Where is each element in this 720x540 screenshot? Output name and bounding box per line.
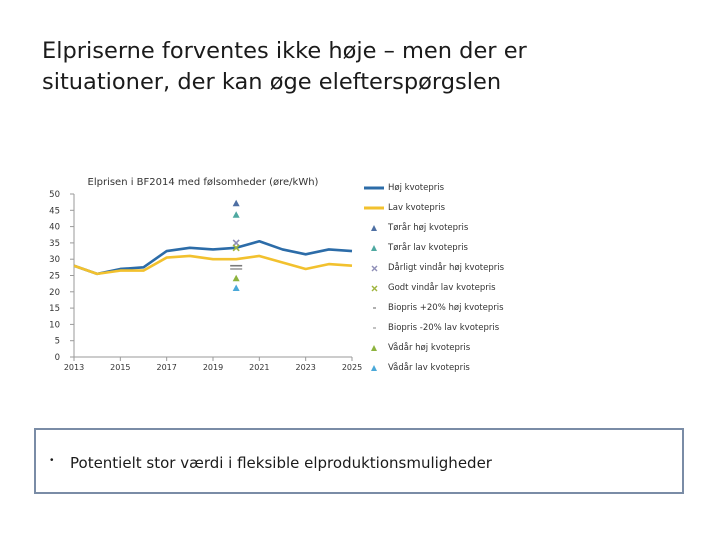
chart-title: Elprisen i BF2014 med følsomheder (øre/k… xyxy=(88,177,319,188)
note-box: • Potentielt stor værdi i fleksible elpr… xyxy=(34,428,684,494)
y-tick-label: 15 xyxy=(49,304,60,314)
legend-symbol xyxy=(362,361,384,375)
legend-item: Lav kvotepris xyxy=(362,200,532,216)
y-tick-label: 10 xyxy=(49,320,60,330)
y-tick-label: 40 xyxy=(49,223,60,233)
x-tick-label: 2017 xyxy=(156,363,176,372)
legend-symbol xyxy=(362,281,384,295)
legend-symbol xyxy=(362,321,384,335)
y-tick-label: 45 xyxy=(49,206,60,216)
legend-label: Dårligt vindår høj kvotepris xyxy=(388,263,505,273)
legend-symbol xyxy=(362,181,384,195)
series-point-4 xyxy=(232,211,240,218)
legend-label: Tørår lav kvotepris xyxy=(388,243,468,253)
legend-item: Høj kvotepris xyxy=(362,180,532,196)
series-line-2 xyxy=(73,254,353,276)
legend-symbol xyxy=(362,221,384,235)
y-tick-label: 30 xyxy=(49,255,60,265)
y-tick-label: 50 xyxy=(49,190,60,200)
legend-symbol xyxy=(362,301,384,315)
series-point-3 xyxy=(232,199,240,207)
x-tick-label: 2013 xyxy=(64,363,84,372)
slide-title-line-2: situationer, der kan øge elefterspørgsle… xyxy=(42,69,502,95)
slide-title: Elpriserne forventes ikke høje – men der… xyxy=(42,36,682,98)
series-point-9 xyxy=(232,274,240,282)
legend-symbol xyxy=(362,341,384,355)
legend-label: Biopris -20% lav kvotepris xyxy=(388,323,500,333)
x-tick-label: 2025 xyxy=(342,363,362,372)
legend-label: Tørår høj kvotepris xyxy=(388,223,469,233)
y-tick-label: 35 xyxy=(49,239,60,249)
legend-label: Vådår høj kvotepris xyxy=(388,343,471,353)
legend-item: Vådår lav kvotepris xyxy=(362,360,532,376)
series-line-1 xyxy=(73,239,353,276)
legend-label: Høj kvotepris xyxy=(388,183,445,193)
slide-title-line-1: Elpriserne forventes ikke høje – men der… xyxy=(42,38,527,64)
y-tick-label: 5 xyxy=(55,337,60,347)
legend-item: Biopris +20% høj kvotepris xyxy=(362,300,532,316)
legend-item: Godt vindår lav kvotepris xyxy=(362,280,532,296)
y-tick-label: 20 xyxy=(49,288,60,298)
legend-item: Dårligt vindår høj kvotepris xyxy=(362,260,532,276)
y-tick-label: 25 xyxy=(49,272,60,282)
legend-label: Biopris +20% høj kvotepris xyxy=(388,303,504,313)
x-tick-label: 2021 xyxy=(249,363,269,372)
y-tick-label: 0 xyxy=(55,353,60,363)
series-point-6 xyxy=(232,244,240,252)
x-tick-label: 2023 xyxy=(295,363,315,372)
legend-label: Godt vindår lav kvotepris xyxy=(388,283,496,293)
legend-item: Biopris -20% lav kvotepris xyxy=(362,320,532,336)
legend-item: Tørår lav kvotepris xyxy=(362,240,532,256)
x-tick-label: 2015 xyxy=(110,363,130,372)
series-point-10 xyxy=(232,284,240,292)
legend-label: Lav kvotepris xyxy=(388,203,446,213)
note-bullet: • xyxy=(50,455,54,466)
legend-item: Vådår høj kvotepris xyxy=(362,340,532,356)
legend-item: Tørår høj kvotepris xyxy=(362,220,532,236)
legend-symbol xyxy=(362,201,384,215)
legend-symbol xyxy=(362,241,384,255)
legend-symbol xyxy=(362,261,384,275)
legend-label: Vådår lav kvotepris xyxy=(388,363,470,373)
note-text: Potentielt stor værdi i fleksible elprod… xyxy=(70,454,492,472)
x-tick-label: 2019 xyxy=(203,363,223,372)
